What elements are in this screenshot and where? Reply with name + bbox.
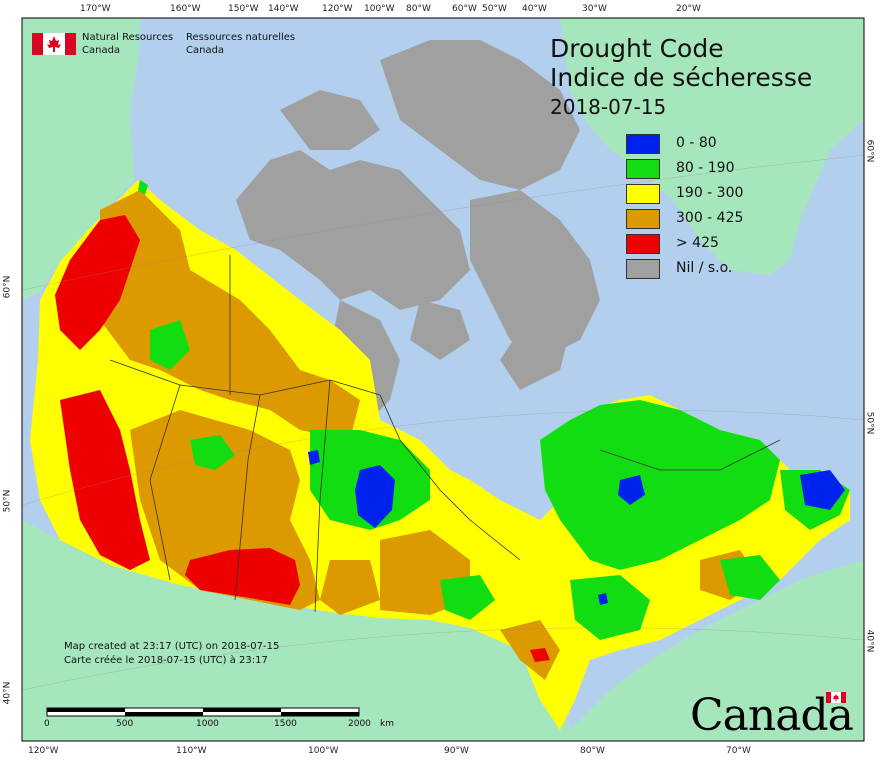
- scale-bar: 0 500 1000 1500 2000 km: [44, 705, 394, 729]
- agency-en-line2: Canada: [82, 45, 121, 56]
- lon-top-label: 140°W: [268, 4, 299, 14]
- lon-top-label: 120°W: [322, 4, 353, 14]
- alaska-land: [22, 18, 140, 300]
- lat-left-label: 60°N: [2, 275, 13, 299]
- lon-top-label: 40°W: [522, 4, 547, 14]
- agency-name-fr: Ressources naturelles Canada: [186, 31, 326, 57]
- legend-label: > 425: [676, 235, 719, 251]
- lon-bottom-label: 100°W: [308, 746, 339, 756]
- zone-gt-425: [55, 215, 550, 662]
- legend-swatch: [626, 234, 660, 254]
- zone-0-80: [308, 450, 845, 605]
- agency-name-en: Natural Resources Canada: [82, 31, 192, 57]
- legend-label: 300 - 425: [676, 210, 744, 226]
- map-title: Drought Code Indice de sécheresse 2018-0…: [550, 34, 812, 120]
- scale-label: 500: [116, 719, 134, 729]
- scale-bar-graphic: [46, 707, 360, 717]
- lon-top-label: 60°W: [452, 4, 477, 14]
- graticule: [21, 154, 865, 691]
- wordmark-flag-icon: [826, 692, 846, 703]
- legend-label: 80 - 190: [676, 160, 735, 176]
- lon-bottom-label: 70°W: [726, 746, 751, 756]
- lat-right-label: 50°N: [864, 411, 875, 435]
- lon-top-label: 100°W: [364, 4, 395, 14]
- lon-top-label: 80°W: [406, 4, 431, 14]
- legend-label: Nil / s.o.: [676, 260, 733, 276]
- agency-fr-line2: Canada: [186, 45, 225, 56]
- title-english: Drought Code: [550, 34, 724, 63]
- creation-note-fr: Carte créée le 2018-07-15 (UTC) à 23:17: [64, 655, 268, 666]
- legend-label: 190 - 300: [676, 185, 744, 201]
- scale-unit: km: [380, 719, 394, 729]
- legend-swatch: [626, 134, 660, 154]
- usa-land: [22, 520, 864, 741]
- legend-swatch: [626, 209, 660, 229]
- title-french: Indice de sécheresse: [550, 63, 813, 92]
- scale-label: 1500: [274, 719, 297, 729]
- greenland-land: [560, 18, 864, 275]
- lon-top-label: 170°W: [80, 4, 111, 14]
- lon-bottom-label: 90°W: [444, 746, 469, 756]
- legend-swatch: [626, 259, 660, 279]
- scale-label: 2000: [348, 719, 371, 729]
- lon-top-label: 150°W: [228, 4, 259, 14]
- creation-note-en: Map created at 23:17 (UTC) on 2018-07-15: [64, 641, 280, 652]
- map-frame: [21, 17, 865, 742]
- scale-label: 0: [44, 719, 50, 729]
- lon-bottom-label: 110°W: [176, 746, 207, 756]
- lon-top-label: 50°W: [482, 4, 507, 14]
- lat-left-label: 50°N: [2, 489, 13, 513]
- canada-flag-icon: [32, 33, 76, 55]
- scale-label: 1000: [196, 719, 219, 729]
- lon-bottom-label: 80°W: [580, 746, 605, 756]
- creation-note: Map created at 23:17 (UTC) on 2018-07-15…: [64, 640, 279, 668]
- province-boundaries: [109, 255, 781, 613]
- lon-top-label: 160°W: [170, 4, 201, 14]
- legend-swatch: [626, 184, 660, 204]
- title-date: 2018-07-15: [550, 95, 667, 119]
- lat-right-label: 60°N: [864, 139, 875, 163]
- legend-swatch: [626, 159, 660, 179]
- lon-bottom-label: 120°W: [28, 746, 59, 756]
- lon-top-label: 30°W: [582, 4, 607, 14]
- lon-top-label: 20°W: [676, 4, 701, 14]
- agency-en-line1: Natural Resources: [82, 32, 174, 43]
- lat-left-label: 40°N: [2, 681, 13, 705]
- legend-label: 0 - 80: [676, 135, 717, 151]
- arctic-nodata: [236, 40, 600, 420]
- lat-right-label: 40°N: [864, 629, 875, 653]
- agency-fr-line1: Ressources naturelles: [186, 32, 296, 43]
